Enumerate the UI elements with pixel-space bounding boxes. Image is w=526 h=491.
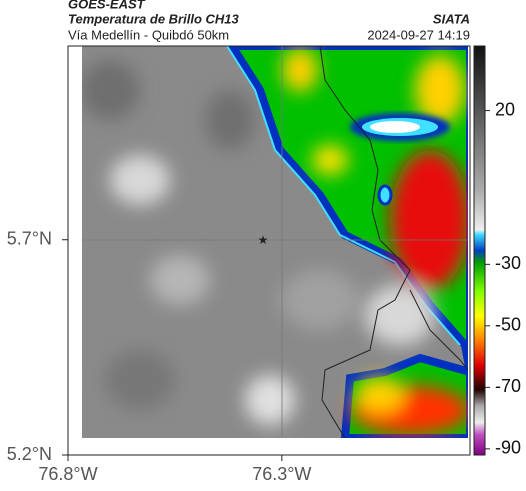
colorbar xyxy=(473,45,486,456)
colorbar-tick-label: 20 xyxy=(495,99,515,119)
colorbar-tick-label: -90 xyxy=(495,438,521,458)
colorbar-tick-label: -30 xyxy=(495,253,521,273)
satellite-image: ★ xyxy=(82,46,468,438)
region: Vía Medellín - Quibdó 50km xyxy=(68,27,229,42)
map-frame xyxy=(67,45,471,456)
x-tick-label: 76.3°W xyxy=(252,464,311,484)
colorbar-tick-label: -50 xyxy=(495,315,521,335)
colorbar-tick-label: -70 xyxy=(495,376,521,396)
x-tick-label: 76.8°W xyxy=(38,464,97,484)
y-tick-label: 5.2°N xyxy=(7,444,52,464)
y-tick-label: 5.7°N xyxy=(7,228,52,248)
ticks: 76.8°W 76.3°W 5.7°N 5.2°N 20 -30 -50 -70 -90 xyxy=(7,99,521,483)
product: Temperatura de Brillo CH13 xyxy=(68,11,240,26)
source: GOES-EAST xyxy=(68,0,146,11)
timestamp: 2024-09-27 14:19 xyxy=(367,27,470,42)
star-marker: ★ xyxy=(258,233,269,247)
org: SIATA xyxy=(433,11,470,26)
